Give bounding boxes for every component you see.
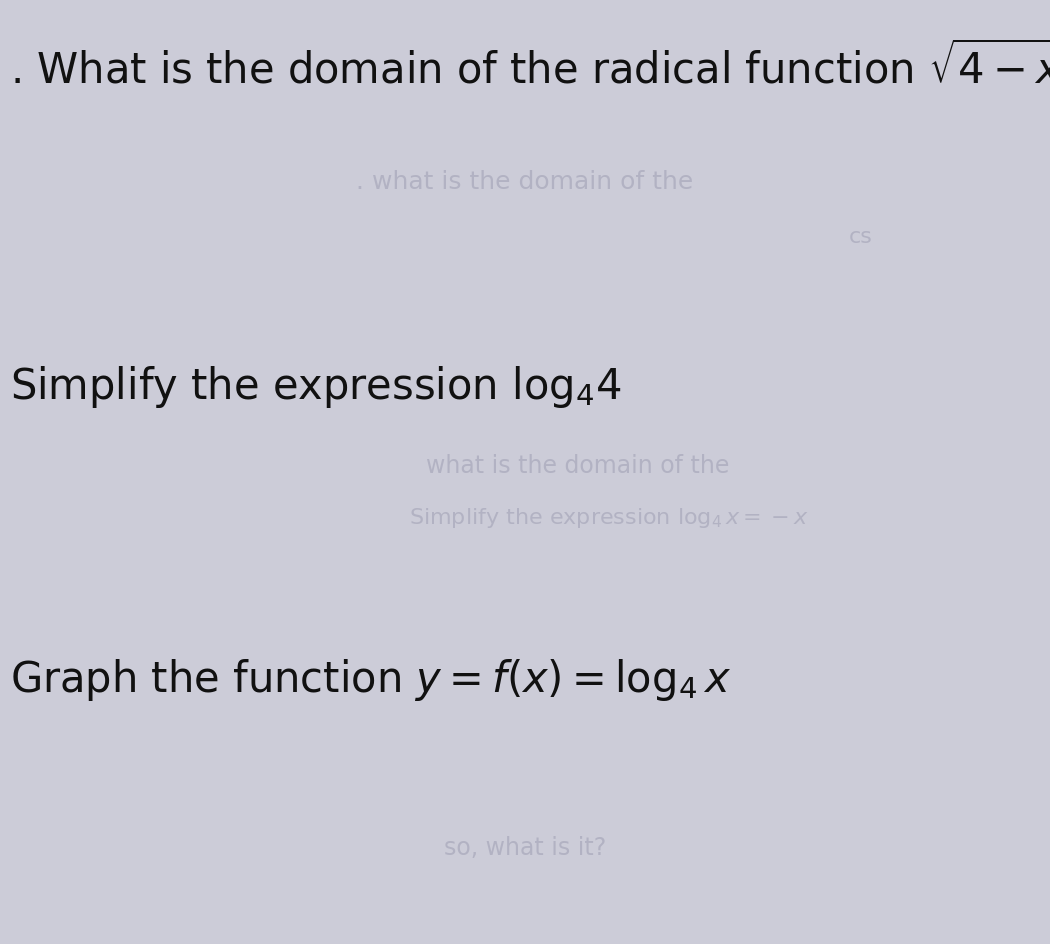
Text: Simplify the expression $\mathrm{log}_4 4$: Simplify the expression $\mathrm{log}_4 … bbox=[10, 363, 622, 410]
Text: . What is the domain of the radical function $\sqrt{4-x}$?: . What is the domain of the radical func… bbox=[10, 42, 1050, 92]
Text: cs: cs bbox=[849, 227, 873, 246]
Text: what is the domain of the: what is the domain of the bbox=[426, 453, 729, 477]
Text: so, what is it?: so, what is it? bbox=[444, 835, 606, 859]
Text: . what is the domain of the: . what is the domain of the bbox=[356, 170, 694, 194]
Text: Graph the function $y = f(x) = \log_4 x$: Graph the function $y = f(x) = \log_4 x$ bbox=[10, 656, 732, 702]
Text: Simplify the expression $\log_4 x = -x$: Simplify the expression $\log_4 x = -x$ bbox=[410, 505, 808, 529]
